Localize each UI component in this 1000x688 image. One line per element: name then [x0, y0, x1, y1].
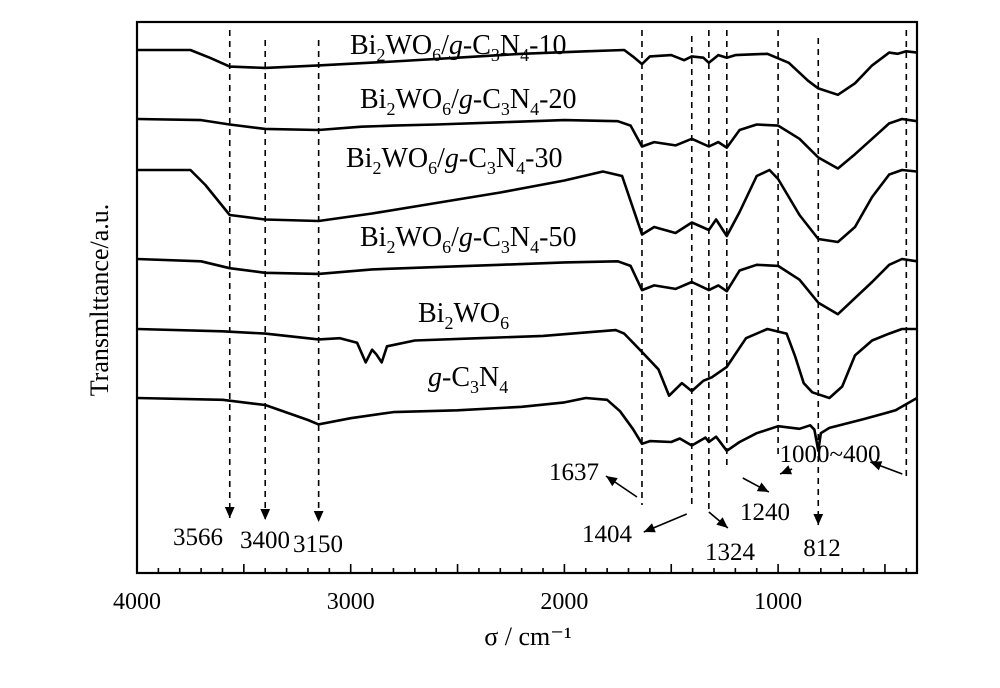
y-axis-label: Transmlttance/a.u. [85, 204, 114, 397]
spectrum-curve [136, 396, 918, 453]
x-axis-ticks [136, 564, 908, 573]
curve-label: Bi2WO6 [418, 298, 509, 333]
peak-annotation: 1404 [582, 521, 633, 548]
arrowhead [716, 517, 728, 528]
x-axis-label: σ / cm⁻¹ [484, 622, 572, 651]
peak-annotation: 812 [803, 535, 841, 562]
arrowhead [605, 476, 618, 487]
peak-annotation: 1240 [740, 499, 790, 526]
spectrum-curve [136, 117, 918, 170]
arrowhead [313, 511, 324, 522]
reference-lines [228, 30, 908, 525]
spectrum-curve [136, 327, 917, 400]
arrowhead [780, 465, 793, 475]
annotation-arrows [224, 461, 903, 533]
x-tick-label: 4000 [113, 589, 161, 615]
spectrum-curve [136, 257, 918, 316]
x-tick-label: 2000 [540, 589, 588, 615]
x-tick-label: 1000 [754, 589, 802, 615]
x-tick-label: 3000 [327, 589, 375, 615]
plot-frame [135, 20, 919, 575]
arrowhead [260, 509, 271, 520]
peak-annotation: 1324 [705, 539, 756, 566]
arrowhead [643, 523, 656, 533]
peak-annotation: 3400 [240, 527, 290, 554]
spectra-curves [136, 48, 918, 453]
curve-label: Bi2WO6/g-C3N4-20 [360, 84, 576, 119]
arrowhead [870, 461, 883, 471]
curve-label: g-C3N4 [428, 362, 508, 397]
spectrum-curve [137, 48, 918, 97]
peak-annotation: 1637 [549, 459, 599, 486]
curve-label: Bi2WO6/g-C3N4-10 [350, 30, 566, 65]
curve-labels: Bi2WO6/g-C3N4-10 Bi2WO6/g-C3N4-20 Bi2WO6/g… [346, 30, 576, 397]
curve-label: Bi2WO6/g-C3N4-30 [346, 143, 562, 178]
peak-annotation: 1000~400 [779, 441, 880, 468]
x-axis-tick-labels: 4000 3000 2000 1000 [113, 589, 802, 615]
spectrum-curve [137, 168, 918, 244]
curve-label: Bi2WO6/g-C3N4-50 [360, 222, 576, 257]
arrowhead [224, 507, 235, 518]
peak-annotation: 3566 [173, 524, 223, 551]
arrowhead [813, 514, 824, 525]
annotation-labels: 3566 3400 3150 1637 1404 1324 1240 1000~400 812 [173, 441, 881, 566]
arrowhead [756, 482, 769, 492]
peak-annotation: 3150 [293, 531, 343, 558]
